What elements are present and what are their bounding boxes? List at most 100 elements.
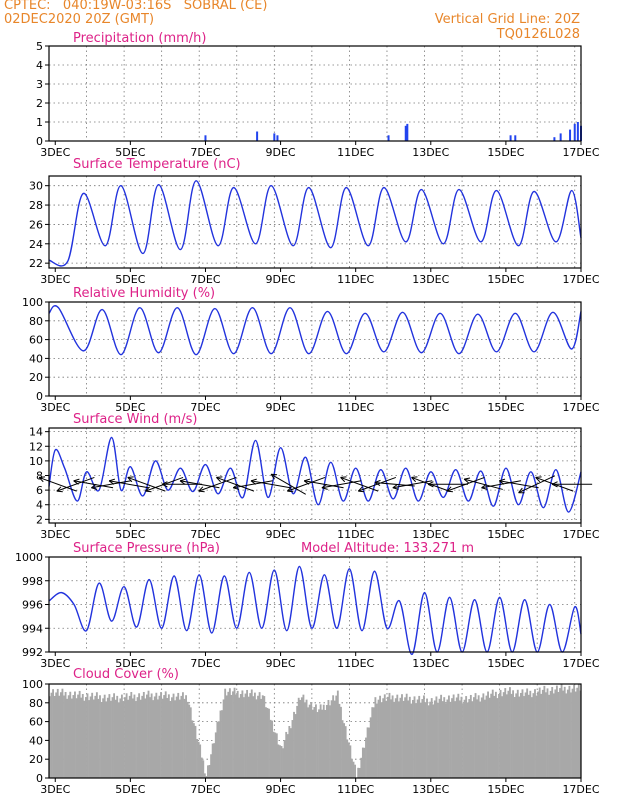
- cloud-bar: [534, 689, 536, 778]
- cloud-bar: [191, 720, 194, 778]
- cloud-bar: [255, 699, 258, 778]
- cloud-bar: [576, 687, 579, 778]
- cloud-bar: [349, 745, 352, 778]
- cloud-bar: [141, 695, 144, 778]
- y-tick-label: 8: [36, 470, 43, 483]
- cloud-bar: [332, 695, 335, 778]
- cloud-bar: [577, 684, 580, 778]
- cloud-bar: [192, 723, 195, 778]
- x-tick-label: 3DEC: [40, 657, 70, 670]
- cloud-bar: [487, 691, 489, 778]
- cloud-bar: [169, 700, 172, 778]
- cloud-bar: [546, 688, 549, 778]
- wind-arrow-head: [91, 483, 97, 489]
- cloud-bar: [230, 694, 233, 778]
- x-tick-label: 17DEC: [562, 146, 599, 159]
- cloud-bar: [199, 744, 202, 778]
- cloud-bar: [496, 698, 499, 778]
- y-tick-label: 1: [36, 116, 43, 129]
- cloud-bar: [164, 691, 167, 778]
- cloud-bar: [152, 700, 155, 778]
- cloud-bar: [213, 743, 216, 778]
- cloud-bar: [390, 699, 392, 778]
- cloud-bar: [440, 694, 443, 778]
- x-tick-label: 3DEC: [40, 401, 70, 414]
- cloud-bar: [102, 698, 105, 778]
- cloud-bar: [214, 732, 217, 778]
- cloud-bar: [566, 689, 569, 778]
- wind-arrow-head: [518, 487, 523, 494]
- cloud-bar: [477, 695, 480, 778]
- cloud-bar: [540, 693, 543, 778]
- cloud-bar: [116, 695, 119, 778]
- cloud-bar: [258, 692, 261, 778]
- cloud-bar: [468, 699, 471, 778]
- x-tick-label: 9DEC: [266, 401, 296, 414]
- y-tick-label: 12: [29, 440, 43, 453]
- x-tick-label: 11DEC: [337, 273, 374, 286]
- wind-arrow-head: [321, 487, 328, 490]
- cloud-bar: [221, 710, 223, 778]
- wind-arrow: [109, 480, 149, 489]
- wind-arrow-head: [39, 476, 46, 478]
- cloud-bar: [559, 688, 561, 778]
- cloud-bar: [244, 693, 247, 778]
- y-tick-label: 2: [36, 97, 43, 110]
- cloud-bar: [507, 690, 510, 778]
- cloud-bar: [518, 696, 521, 778]
- cloud-bar: [437, 702, 439, 778]
- cloud-bar: [557, 691, 560, 778]
- panel-title-3: Surface Wind (m/s): [73, 412, 197, 427]
- x-tick-label: 15DEC: [487, 783, 524, 796]
- cloud-bar: [498, 694, 500, 778]
- cloud-bar: [194, 725, 197, 778]
- cloud-bar: [307, 707, 310, 778]
- cloud-bar: [405, 693, 408, 778]
- cloud-bar: [457, 693, 460, 778]
- cloud-bar: [153, 696, 156, 778]
- wind-arrow-head: [56, 486, 62, 492]
- cloud-bar: [171, 697, 173, 778]
- cloud-bar: [316, 712, 319, 778]
- cloud-bar: [155, 692, 158, 778]
- cloud-bar: [178, 699, 181, 778]
- cloud-bar: [75, 698, 78, 778]
- cloud-bar: [462, 703, 464, 778]
- wind-arrow-head: [551, 483, 558, 488]
- cloud-bar: [555, 685, 558, 778]
- cloud-bar: [272, 731, 275, 778]
- y-tick-label: 80: [29, 315, 43, 328]
- cloud-bar: [465, 696, 468, 778]
- cloud-bar: [551, 686, 554, 778]
- cloud-bar: [407, 700, 410, 778]
- cloud-bar: [294, 714, 297, 778]
- cloud-bar: [59, 692, 62, 778]
- cloud-bar: [432, 704, 435, 778]
- cloud-bar: [463, 699, 466, 778]
- cloud-bar: [196, 738, 198, 778]
- wind-arrow-head: [216, 477, 221, 483]
- cloud-bar: [448, 695, 450, 778]
- cloud-bar: [344, 726, 347, 778]
- panel-frame-5: [48, 683, 582, 779]
- x-tick-label: 5DEC: [115, 401, 145, 414]
- cloud-bar: [286, 734, 289, 778]
- x-tick-label: 7DEC: [190, 783, 220, 796]
- cloud-bar: [429, 701, 432, 778]
- series-line-2: [48, 305, 582, 356]
- cloud-bar: [529, 690, 532, 778]
- panel-title-2: Relative Humidity (%): [73, 286, 215, 301]
- cloud-bar: [523, 696, 525, 778]
- cloud-bar: [532, 693, 535, 778]
- cloud-bar: [333, 700, 336, 778]
- cloud-bar: [347, 742, 350, 778]
- cloud-bar: [111, 697, 114, 778]
- cloud-bar: [493, 695, 496, 778]
- cloud-bar: [289, 728, 292, 778]
- cloud-bar: [476, 699, 479, 778]
- panel-frame-3: [48, 427, 582, 524]
- wind-arrow-head: [38, 477, 44, 483]
- cloud-bar: [52, 689, 54, 778]
- cloud-bar: [139, 699, 142, 778]
- cloud-bar: [133, 694, 136, 778]
